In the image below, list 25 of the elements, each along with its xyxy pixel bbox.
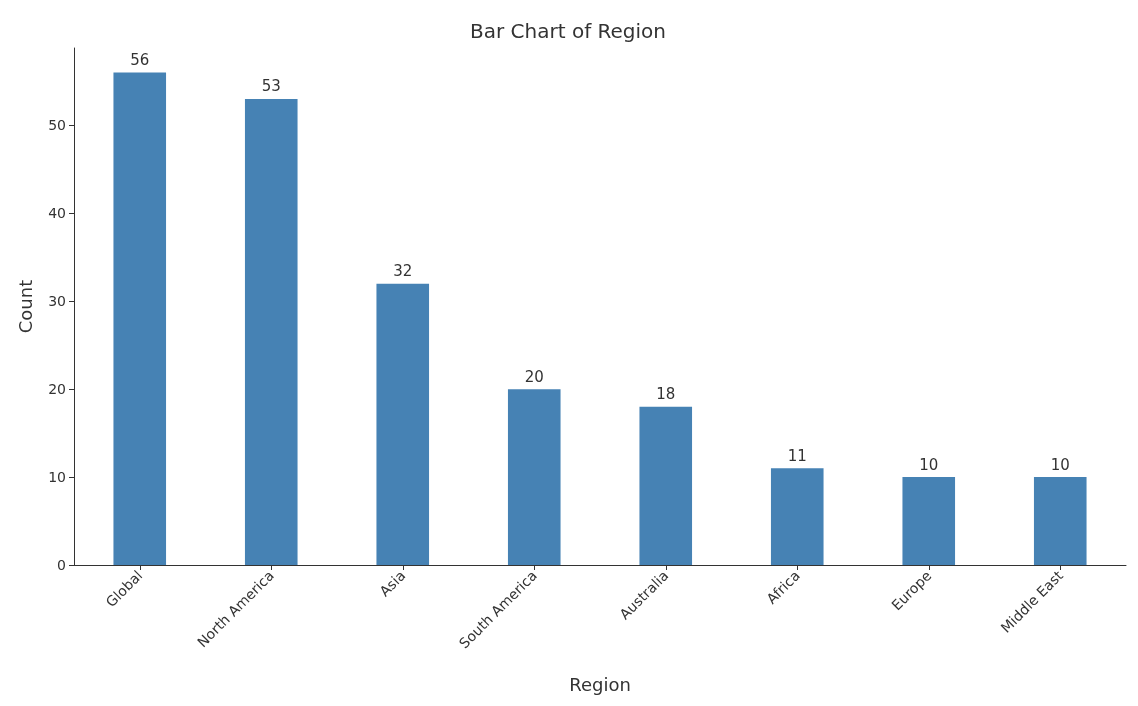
bar <box>1033 477 1087 565</box>
y-tick-label: 40 <box>48 205 66 222</box>
data-label: 10 <box>919 455 939 474</box>
y-tick-label: 0 <box>57 557 66 573</box>
bar <box>902 477 956 565</box>
data-label: 53 <box>261 77 281 96</box>
y-tick-label: 20 <box>48 381 66 398</box>
y-tick-label: 30 <box>48 293 66 310</box>
x-axis-title: Region <box>569 673 631 695</box>
y-tick-label: 10 <box>48 469 66 486</box>
data-label: 32 <box>393 262 413 281</box>
bar <box>376 283 430 565</box>
bar <box>507 389 561 565</box>
bar <box>244 99 298 565</box>
chart-title: Bar Chart of Region <box>470 19 666 43</box>
data-label: 10 <box>1050 455 1070 474</box>
data-label: 20 <box>524 367 544 386</box>
bar <box>113 72 167 565</box>
bar <box>639 406 693 565</box>
bar <box>770 468 824 565</box>
data-label: 56 <box>130 51 150 70</box>
y-tick-label: 50 <box>48 117 66 134</box>
data-label: 11 <box>787 446 807 465</box>
data-label: 18 <box>656 385 676 404</box>
y-axis-title: Count <box>14 279 36 334</box>
